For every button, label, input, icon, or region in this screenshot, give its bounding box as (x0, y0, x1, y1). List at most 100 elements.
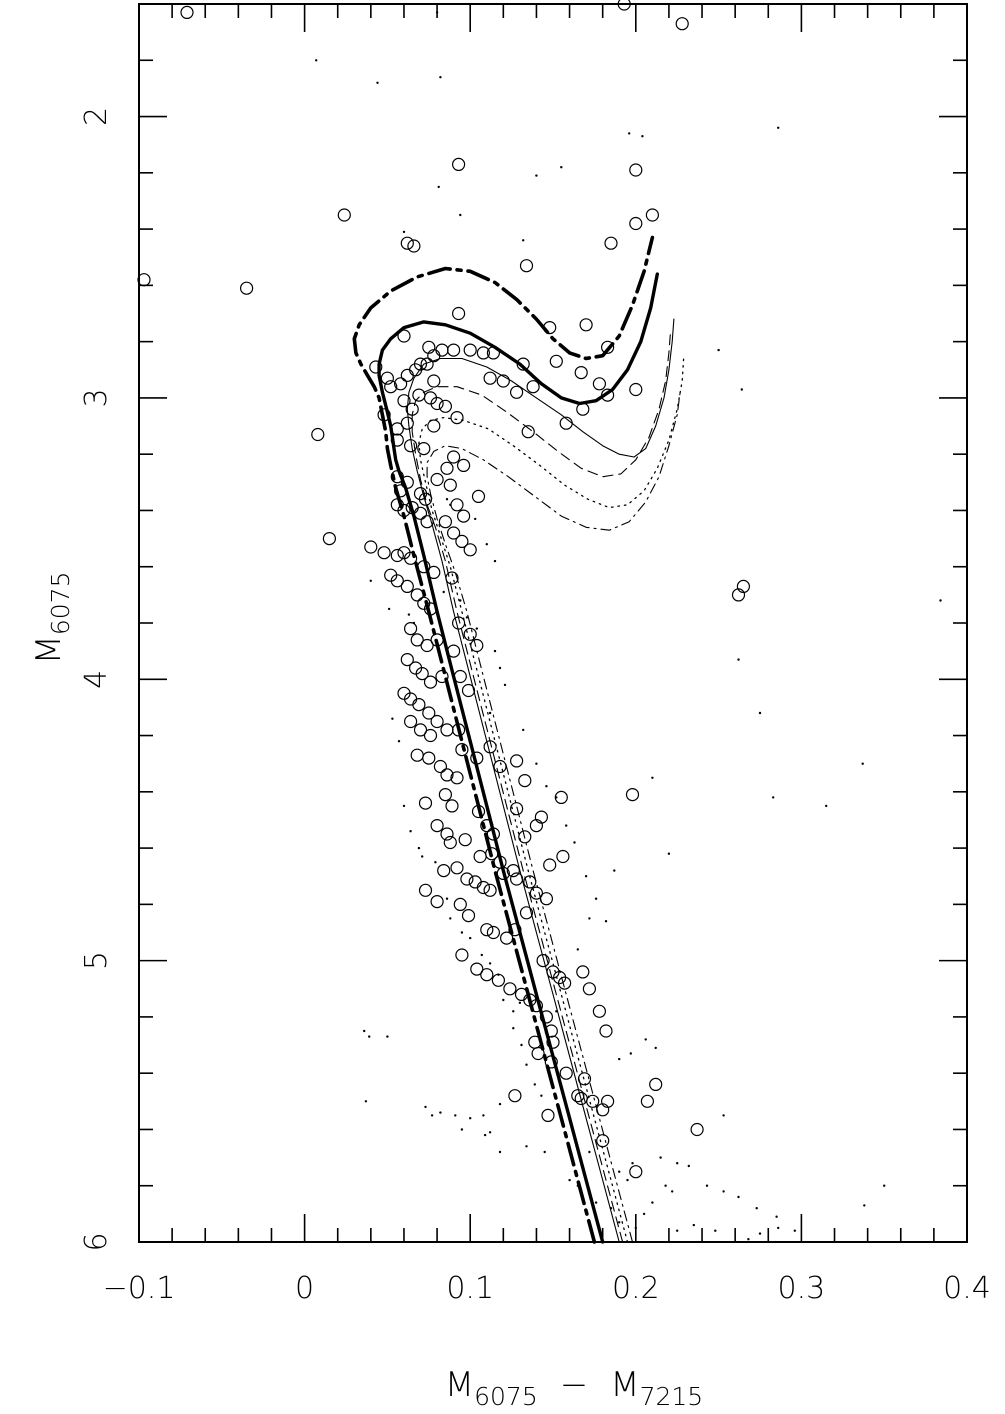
data-circle (470, 751, 484, 765)
y-tick-labels: 2 3 4 5 6 (79, 107, 114, 1252)
data-circle (452, 616, 466, 630)
data-dot (525, 1063, 528, 1066)
data-circle (529, 886, 544, 900)
data-dot (740, 388, 743, 391)
data-dot (793, 1229, 796, 1232)
data-circle (543, 858, 557, 872)
data-dot (737, 658, 740, 661)
x-tick-label: 0 (295, 1271, 314, 1306)
data-circle (539, 1010, 554, 1024)
data-circle (447, 450, 461, 464)
data-dot (618, 1221, 621, 1224)
data-circle (559, 416, 573, 430)
data-circle (413, 723, 428, 737)
data-dot (560, 166, 563, 169)
data-circle (450, 411, 464, 425)
data-dot (747, 1238, 750, 1241)
data-circle (521, 425, 535, 439)
data-circle (629, 216, 643, 231)
data-circle (427, 565, 441, 580)
data-circle (418, 796, 433, 810)
data-dot (594, 1201, 598, 1204)
data-circle (390, 422, 404, 436)
data-dot (565, 824, 568, 827)
data-circle (476, 346, 490, 360)
data-circle (519, 906, 534, 920)
series-line-thick-solid (377, 272, 659, 1244)
data-circle (496, 866, 510, 881)
data-dot (391, 717, 394, 720)
data-dot (692, 1223, 695, 1227)
data-circle (337, 208, 351, 222)
data-circle (529, 999, 544, 1013)
data-dot (518, 1001, 522, 1004)
data-circle (412, 697, 426, 712)
data-circle (404, 621, 418, 636)
data-circle (460, 872, 474, 886)
data-circle (483, 883, 497, 897)
y-axis-label-a: M (29, 635, 69, 664)
data-circle (390, 433, 404, 447)
data-circle (531, 1046, 545, 1061)
data-circle (400, 652, 414, 667)
data-dot (430, 1114, 434, 1117)
data-dot (364, 1100, 368, 1103)
data-circle (579, 318, 593, 332)
data-circle (458, 833, 472, 847)
data-circle (476, 880, 490, 895)
data-circle (471, 489, 486, 503)
data-circle (390, 574, 404, 588)
data-circle (592, 1004, 607, 1018)
data-circle (508, 923, 522, 937)
data-circle (543, 321, 557, 335)
data-dot (737, 1195, 740, 1199)
data-circle (397, 503, 411, 518)
data-circle (599, 1024, 613, 1038)
data-circle (422, 706, 436, 720)
y-tick-label: 6 (79, 1232, 114, 1251)
data-circle (509, 802, 524, 816)
data-circle (463, 543, 477, 557)
data-dot (488, 711, 492, 715)
data-circle (519, 259, 534, 273)
data-circle (390, 548, 404, 563)
data-dot (369, 579, 372, 582)
data-dot (883, 1184, 886, 1187)
data-circle (452, 306, 466, 321)
data-circle (450, 861, 464, 875)
data-circle (455, 742, 469, 757)
data-circle (311, 427, 325, 442)
data-circle (508, 1089, 522, 1103)
data-circle (554, 790, 568, 805)
data-circle (736, 579, 751, 594)
data-circle (445, 571, 459, 585)
data-dot (594, 897, 598, 900)
data-circle (582, 982, 597, 996)
data-circle (400, 579, 414, 594)
data-dot (861, 762, 864, 765)
y-tick-label: 3 (79, 388, 114, 407)
isochrone-curves (352, 235, 685, 1244)
data-dot (402, 804, 406, 808)
data-dot (588, 917, 591, 920)
data-dot (568, 1178, 571, 1182)
data-circle (420, 515, 434, 529)
data-circle (447, 644, 461, 658)
data-circle (440, 723, 454, 737)
data-dot (465, 616, 469, 619)
data-circle (468, 875, 482, 889)
data-dot (449, 917, 452, 920)
data-circle (240, 281, 254, 295)
data-circle (397, 329, 411, 343)
data-circle (675, 17, 689, 31)
y-axis-label: M6075 (29, 572, 75, 665)
data-circle (417, 560, 431, 574)
y-tick-label: 5 (79, 951, 114, 970)
data-circle (377, 408, 391, 422)
data-circle (404, 714, 418, 729)
data-circle (541, 1108, 555, 1123)
data-circle (539, 892, 554, 906)
data-dot (772, 796, 775, 799)
data-dot (439, 76, 442, 79)
data-circle (470, 638, 484, 653)
